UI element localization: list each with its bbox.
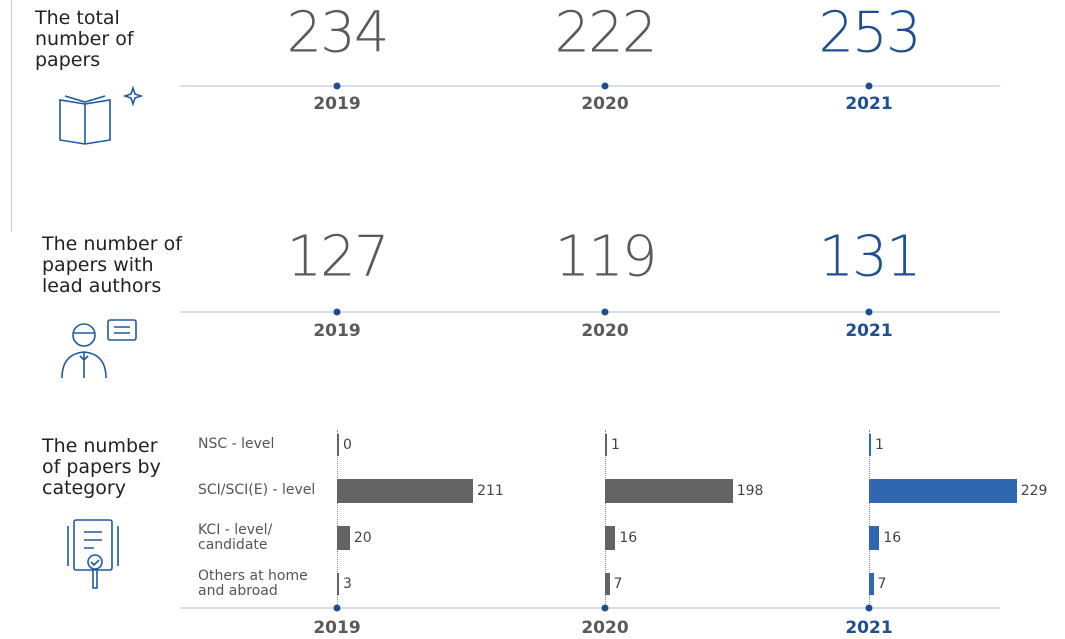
bar xyxy=(869,434,871,456)
year-label: 2021 xyxy=(845,618,893,638)
big-number: 222 xyxy=(554,0,658,66)
big-number: 119 xyxy=(554,224,658,290)
bar xyxy=(869,479,1017,503)
bar xyxy=(337,479,474,503)
document-icon xyxy=(67,519,119,589)
value-label: 20 xyxy=(353,530,372,546)
value-label: 229 xyxy=(1020,483,1048,499)
big-number: 234 xyxy=(286,0,390,66)
value-label: 16 xyxy=(619,530,638,546)
category-label: KCI - level/ candidate xyxy=(198,522,273,553)
side-rule xyxy=(11,0,12,232)
icons xyxy=(59,85,144,589)
year-label: 2019 xyxy=(313,94,361,114)
big-number: 131 xyxy=(818,224,922,290)
value-label: 16 xyxy=(883,530,902,546)
bar xyxy=(337,573,339,595)
value-label: 1 xyxy=(875,437,884,453)
author-icon xyxy=(61,319,137,379)
category-label: Others at home and abroad xyxy=(198,568,308,599)
bar xyxy=(605,526,616,550)
year-label: 2020 xyxy=(581,321,629,341)
axis-dot xyxy=(601,308,609,316)
category-label: SCI/SCI(E) - level xyxy=(198,482,316,498)
book-icon xyxy=(59,85,144,145)
axis-dot xyxy=(333,82,341,90)
year-label: 2020 xyxy=(581,618,629,638)
year-label: 2021 xyxy=(845,94,893,114)
category-label: NSC - level xyxy=(198,436,275,452)
axis-dot xyxy=(865,308,873,316)
axis-dot xyxy=(333,604,341,612)
value-label: 211 xyxy=(477,483,504,499)
big-number: 253 xyxy=(818,0,922,66)
bar xyxy=(869,573,874,595)
year-label: 2019 xyxy=(313,321,361,341)
baseline xyxy=(869,430,870,606)
axis-line xyxy=(180,85,1000,87)
bar xyxy=(337,434,339,456)
value-label: 0 xyxy=(343,437,352,453)
axis-dot xyxy=(601,82,609,90)
axis-dot xyxy=(333,308,341,316)
value-label: 1 xyxy=(611,437,620,453)
axis-dot xyxy=(601,604,609,612)
section-label: The total number of papers xyxy=(35,7,134,71)
value-label: 7 xyxy=(613,576,623,592)
value-label: 198 xyxy=(736,483,764,499)
bar xyxy=(869,526,880,550)
section-label: The number of papers by category xyxy=(42,435,161,499)
bar xyxy=(605,434,607,456)
big-number: 127 xyxy=(286,224,390,290)
axis-dot xyxy=(865,82,873,90)
baseline xyxy=(337,430,338,606)
bar xyxy=(605,479,733,503)
value-label: 7 xyxy=(877,576,887,592)
bar xyxy=(337,526,350,550)
axis-line xyxy=(180,607,1000,609)
section-label: The number of papers with lead authors xyxy=(42,233,182,297)
bar xyxy=(605,573,610,595)
year-label: 2020 xyxy=(581,94,629,114)
year-label: 2021 xyxy=(845,321,893,341)
baseline xyxy=(605,430,606,606)
year-label: 2019 xyxy=(313,618,361,638)
axis-dot xyxy=(865,604,873,612)
axis-line xyxy=(180,311,1000,313)
value-label: 3 xyxy=(343,576,352,592)
